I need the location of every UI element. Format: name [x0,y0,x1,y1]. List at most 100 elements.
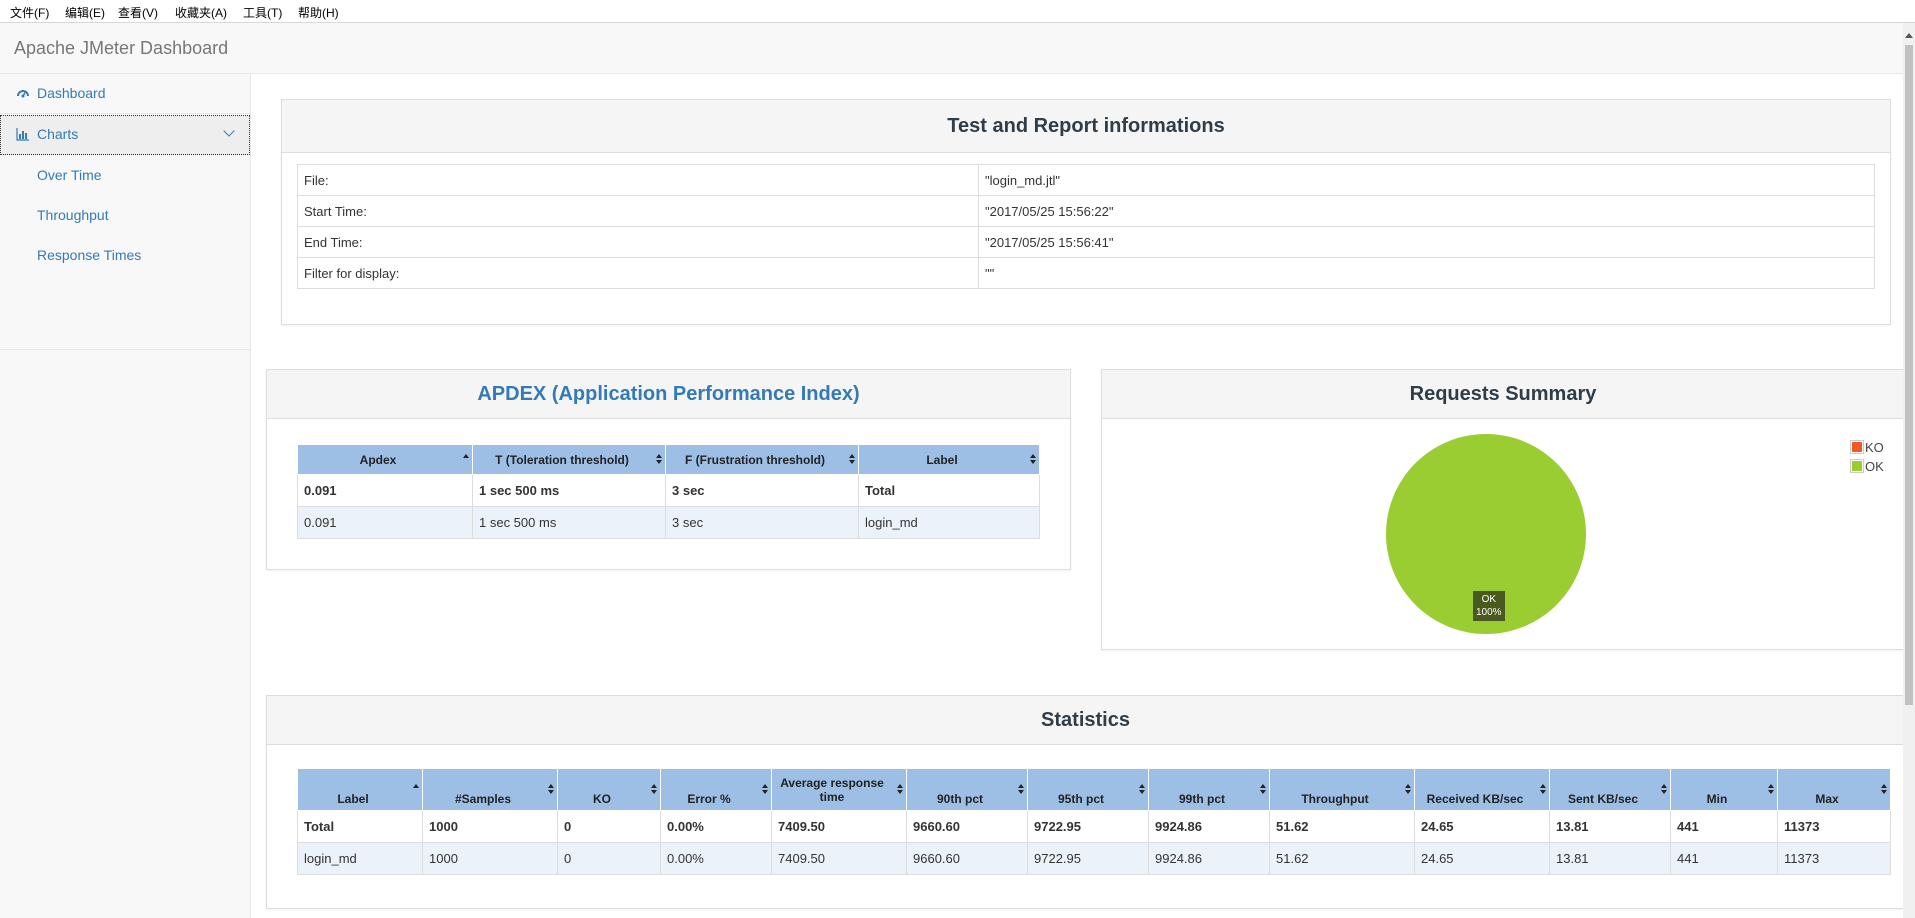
sidebar-subitem-response-times[interactable]: Response Times [37,247,142,263]
legend-swatch-ko [1851,441,1863,453]
column-header[interactable]: Label [297,768,423,811]
panel-title: APDEX (Application Performance Index) [267,370,1070,419]
requests-summary-panel: Requests Summary OK 100% KO OK [1101,369,1905,650]
cell: Total [858,474,1040,507]
cell: 9722.95 [1027,842,1149,875]
apdex-panel: APDEX (Application Performance Index) Ap… [266,369,1071,570]
cell: login_md [297,842,423,875]
column-header[interactable]: Max [1777,768,1891,811]
column-header-label: T (Toleration threshold) [495,452,629,467]
sidebar-item-label: Dashboard [37,85,106,101]
legend-swatch-ok [1851,460,1863,472]
cell: 441 [1670,810,1778,843]
info-key: Filter for display: [297,257,979,289]
column-header[interactable]: 95th pct [1027,768,1149,811]
cell: 11373 [1777,810,1891,843]
sidebar-item-label: Charts [37,126,79,142]
info-value: "" [978,257,1875,289]
cell: 13.81 [1549,842,1671,875]
sidebar-subitem-over-time[interactable]: Over Time [37,167,102,183]
column-header[interactable]: Label [858,444,1040,475]
chevron-down-icon[interactable] [223,125,235,137]
sidebar-subitem-throughput[interactable]: Throughput [37,207,109,223]
column-header[interactable]: Average response time [771,768,907,811]
legend-item-ko[interactable]: KO [1851,440,1884,455]
menu-view[interactable]: 查看(V) [118,6,158,20]
legend-item-ok[interactable]: OK [1851,459,1884,474]
pie-slice-name: OK [1481,594,1497,605]
table-header-row: Apdex T (Toleration threshold) F (Frustr… [297,444,1040,475]
vertical-scrollbar[interactable] [1903,23,1915,918]
brand-title[interactable]: Apache JMeter Dashboard [14,38,229,58]
scroll-up-icon[interactable] [1905,33,1913,38]
cell: 9924.86 [1148,810,1270,843]
menu-help[interactable]: 帮助(H) [298,6,339,20]
scrollbar-thumb[interactable] [1905,45,1913,705]
statistics-panel: Statistics Label #Samples KO Error % Ave… [266,695,1905,909]
column-header[interactable]: T (Toleration threshold) [472,444,666,475]
dashboard-icon [17,90,29,98]
cell: 0.00% [660,810,772,843]
menu-tools[interactable]: 工具(T) [243,6,283,20]
sidebar-item-dashboard[interactable]: Dashboard [0,74,250,114]
cell: 1000 [422,810,558,843]
pie-slice-ok[interactable] [1386,434,1586,634]
column-header-label: Received KB/sec [1426,792,1524,806]
sidebar-item-charts[interactable]: Charts [0,115,250,155]
top-navbar: Apache JMeter Dashboard [0,23,1903,74]
info-table: File: "login_md.jtl" Start Time: "2017/0… [297,164,1875,289]
cell: 24.65 [1414,842,1550,875]
table-row: 0.091 1 sec 500 ms 3 sec login_md [297,506,1040,539]
pie-slice-label: OK 100% [1473,591,1505,621]
cell: 441 [1670,842,1778,875]
column-header[interactable]: Apdex [297,444,473,475]
menu-favorites[interactable]: 收藏夹(A) [175,6,227,20]
cell: Total [297,810,423,843]
column-header-label: Label [926,452,958,467]
cell: 1 sec 500 ms [472,474,666,507]
info-value: "2017/05/25 15:56:41" [978,226,1875,258]
column-header[interactable]: F (Frustration threshold) [665,444,859,475]
info-key: File: [297,164,979,196]
column-header[interactable]: 99th pct [1148,768,1270,811]
column-header[interactable]: Min [1670,768,1778,811]
column-header[interactable]: #Samples [422,768,558,811]
cell: 7409.50 [771,842,907,875]
column-header-label: 95th pct [1057,792,1104,806]
column-header[interactable]: Throughput [1269,768,1415,811]
column-header-label: KO [593,792,611,806]
column-header-label: Error % [687,792,731,806]
info-value: "2017/05/25 15:56:22" [978,195,1875,227]
menu-file[interactable]: 文件(F) [10,6,50,20]
cell: 9924.86 [1148,842,1270,875]
info-key: Start Time: [297,195,979,227]
column-header[interactable]: Error % [660,768,772,811]
pie-slice-percent: 100% [1476,607,1502,618]
menu-edit[interactable]: 编辑(E) [65,6,105,20]
cell: 11373 [1777,842,1891,875]
column-header-label: Average response time [780,775,884,804]
column-header[interactable]: Received KB/sec [1414,768,1550,811]
column-header-label: Throughput [1301,792,1369,806]
column-header-label: Apdex [359,452,397,467]
table-row-total: Total 1000 0 0.00% 7409.50 9660.60 9722.… [297,810,1891,843]
cell: 1 sec 500 ms [472,506,666,539]
table-row-total: 0.091 1 sec 500 ms 3 sec Total [297,474,1040,507]
column-header-label: F (Frustration threshold) [685,452,825,467]
cell: login_md [858,506,1040,539]
statistics-table: Label #Samples KO Error % Average respon… [297,768,1891,875]
cell: 9722.95 [1027,810,1149,843]
sidebar: Dashboard Charts Over Time Throughput Re… [0,74,251,918]
column-header-label: #Samples [454,792,512,806]
cell: 51.62 [1269,810,1415,843]
column-header[interactable]: KO [557,768,661,811]
table-header-row: Label #Samples KO Error % Average respon… [297,768,1891,811]
cell: 13.81 [1549,810,1671,843]
column-header-label: 99th pct [1178,792,1225,806]
panel-title: Requests Summary [1102,370,1904,419]
column-header[interactable]: Sent KB/sec [1549,768,1671,811]
cell: 0.00% [660,842,772,875]
cell: 9660.60 [906,842,1028,875]
legend-label: OK [1865,459,1884,474]
column-header[interactable]: 90th pct [906,768,1028,811]
